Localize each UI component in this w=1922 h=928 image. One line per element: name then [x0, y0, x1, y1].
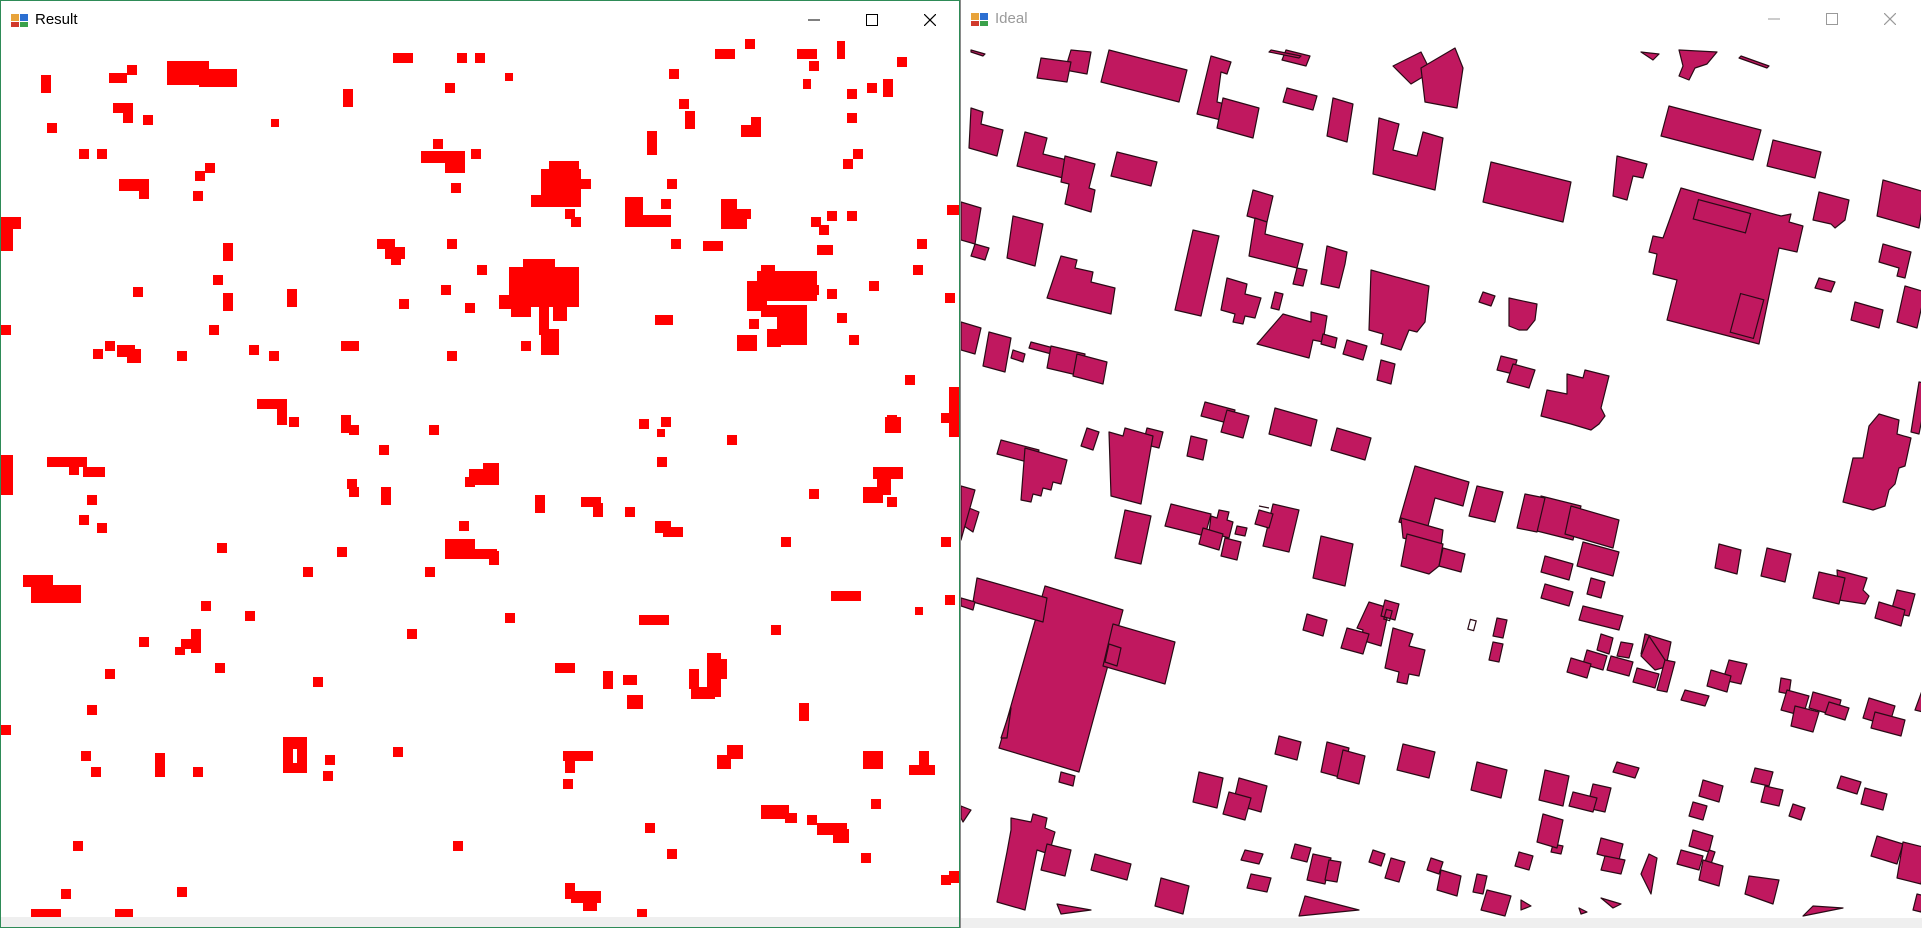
minimize-button[interactable] — [791, 3, 837, 37]
result-window-title: Result — [35, 11, 78, 28]
close-button[interactable] — [1867, 2, 1913, 36]
result-window: Result — [0, 0, 960, 928]
maximize-button[interactable] — [849, 3, 895, 37]
result-status-strip — [1, 917, 959, 927]
ideal-window: Ideal — [960, 0, 1922, 928]
maximize-icon — [866, 14, 878, 26]
close-button[interactable] — [907, 3, 953, 37]
minimize-button[interactable] — [1751, 2, 1797, 36]
result-titlebar[interactable]: Result — [1, 1, 959, 39]
minimize-icon — [1768, 18, 1780, 20]
ideal-titlebar[interactable]: Ideal — [961, 0, 1922, 38]
maximize-icon — [1826, 13, 1838, 25]
ideal-window-title: Ideal — [995, 10, 1028, 27]
ideal-canvas — [961, 38, 1922, 918]
maximize-button[interactable] — [1809, 2, 1855, 36]
close-icon — [1884, 13, 1896, 25]
app-icon — [11, 14, 28, 27]
ideal-status-strip — [961, 918, 1922, 928]
minimize-icon — [808, 19, 820, 21]
result-canvas — [1, 39, 959, 919]
app-icon — [971, 13, 988, 26]
result-building-mask — [1, 39, 959, 919]
close-icon — [924, 14, 936, 26]
ideal-building-footprints — [961, 47, 1921, 917]
